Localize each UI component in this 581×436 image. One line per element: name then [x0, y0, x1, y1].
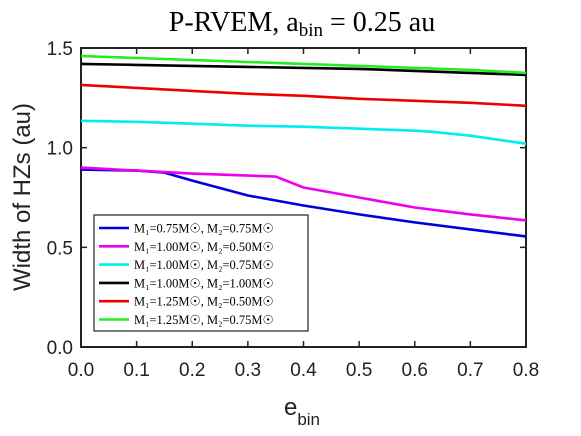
series-line-3 [80, 119, 527, 145]
axis-ticks [80, 47, 527, 348]
x-tick-label: 0.8 [513, 360, 539, 381]
series-line-4 [80, 62, 527, 77]
x-tick-label: 0.0 [68, 360, 94, 381]
series-line-5 [80, 83, 527, 108]
legend: M₁=0.75M☉, M₂=0.75M☉ M₁=1.00M☉, M₂=0.50M☉… [93, 214, 309, 332]
y-axis-label: Width of HZs (au) [9, 103, 36, 291]
y-tick-label: 0.0 [47, 338, 73, 359]
x-tick-label: 0.6 [402, 360, 428, 381]
x-tick-label: 0.3 [235, 360, 261, 381]
legend-entry: M₁=1.00M☉, M₂=0.75M☉ [134, 258, 274, 272]
x-axis-label: ebin [284, 394, 320, 429]
legend-box [93, 214, 309, 332]
y-tick-label: 1.0 [47, 139, 73, 160]
x-tick-label: 0.4 [290, 360, 317, 381]
axis-tick-labels: 0.0 0.1 0.2 0.3 0.4 0.5 0.6 0.7 0.8 0.0 0.5 1.0 1.5 [47, 39, 540, 381]
series-line-2 [80, 166, 527, 222]
y-tick-label: 1.5 [47, 39, 73, 60]
x-tick-label: 0.1 [123, 360, 149, 381]
chart-title: P-RVEM, abin = 0.25 au [169, 7, 435, 41]
series-line-6 [80, 54, 527, 75]
legend-entry: M₁=1.00M☉, M₂=1.00M☉ [134, 276, 274, 290]
legend-entry: M₁=0.75M☉, M₂=0.75M☉ [134, 222, 274, 236]
x-tick-label: 0.2 [179, 360, 205, 381]
legend-entry: M₁=1.25M☉, M₂=0.75M☉ [134, 313, 274, 327]
y-tick-label: 0.5 [47, 238, 73, 259]
legend-entry: M₁=1.25M☉, M₂=0.50M☉ [134, 295, 274, 309]
legend-entry: M₁=1.00M☉, M₂=0.50M☉ [134, 240, 274, 254]
x-tick-label: 0.7 [457, 360, 483, 381]
series-lines [80, 54, 527, 238]
x-tick-label: 0.5 [346, 360, 372, 381]
